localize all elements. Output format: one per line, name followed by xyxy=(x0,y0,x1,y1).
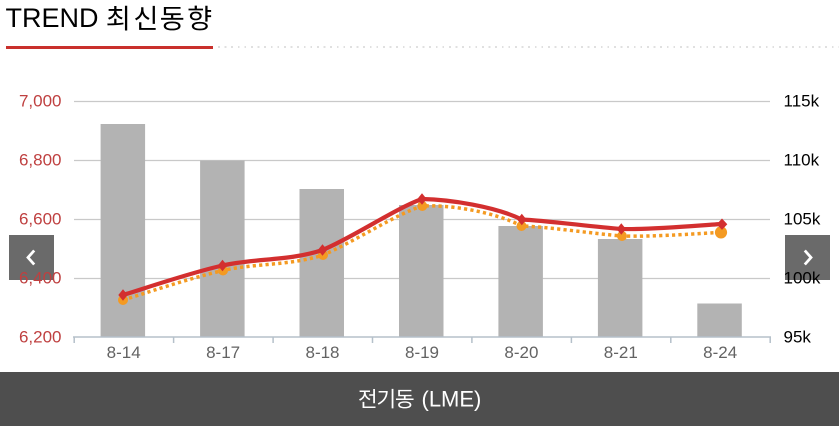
svg-text:7,000: 7,000 xyxy=(19,92,62,111)
svg-text:6,400: 6,400 xyxy=(19,269,62,288)
svg-text:110k: 110k xyxy=(784,150,820,169)
svg-text:6,600: 6,600 xyxy=(19,210,62,229)
svg-text:8-19: 8-19 xyxy=(405,343,439,362)
svg-text:115k: 115k xyxy=(784,91,820,110)
svg-text:8-14: 8-14 xyxy=(107,343,141,362)
svg-text:8-17: 8-17 xyxy=(206,343,240,362)
svg-text:8-24: 8-24 xyxy=(703,343,737,362)
svg-text:6,200: 6,200 xyxy=(19,328,62,347)
svg-text:8-21: 8-21 xyxy=(604,343,638,362)
svg-text:95k: 95k xyxy=(784,327,812,346)
svg-text:(LME): (LME) xyxy=(422,387,482,412)
svg-text:6,800: 6,800 xyxy=(19,151,62,170)
svg-text:8-20: 8-20 xyxy=(504,343,538,362)
svg-text:8-18: 8-18 xyxy=(305,343,339,362)
svg-text:TREND: TREND xyxy=(6,3,99,33)
svg-text:100k: 100k xyxy=(784,268,821,287)
svg-text:105k: 105k xyxy=(784,209,821,228)
